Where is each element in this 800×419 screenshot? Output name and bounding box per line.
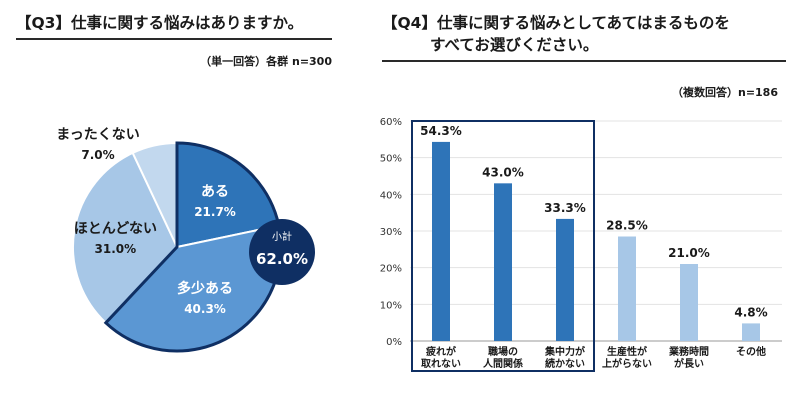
bar bbox=[742, 323, 760, 341]
pie-slice-value: 40.3% bbox=[184, 302, 226, 316]
bar-value-label: 28.5% bbox=[606, 219, 648, 233]
bar-value-label: 33.3% bbox=[544, 201, 586, 215]
y-tick-label: 20% bbox=[380, 264, 402, 275]
pie-labels: ある 21.7% 多少ある 40.3% ほとんどない 31.0% まったくない 7.0% bbox=[56, 127, 236, 316]
highlight-box bbox=[411, 120, 595, 372]
bar-value-label: 4.8% bbox=[734, 305, 767, 319]
q4-bar-chart: 0% 10% 20% 30% 40% 50% 60% 54.3% 43.0% 33.3% 28.5… bbox=[380, 117, 782, 372]
pie-slice-name: ある bbox=[201, 184, 229, 200]
subtotal-badge: 小計 62.0% bbox=[249, 219, 315, 285]
pie-slice-value: 21.7% bbox=[194, 205, 236, 219]
category-label: 業務時間 bbox=[668, 345, 709, 358]
y-tick-label: 50% bbox=[380, 154, 402, 165]
pie-slices bbox=[72, 141, 283, 353]
pie-slice-name: ほとんどない bbox=[74, 221, 157, 237]
bar-value-label: 43.0% bbox=[482, 165, 524, 179]
q3-title-rule bbox=[16, 38, 332, 40]
category-label: 生産性が bbox=[607, 345, 648, 358]
q4-title-rule bbox=[382, 60, 786, 62]
bars bbox=[432, 141, 760, 341]
bar-gridlines bbox=[410, 120, 782, 342]
q4-title-line2: すべてお選びください。 bbox=[430, 36, 599, 54]
category-label: 職場の bbox=[488, 345, 518, 358]
bar bbox=[680, 264, 698, 341]
value-labels: 54.3% 43.0% 33.3% 28.5% 21.0% 4.8% bbox=[420, 124, 767, 319]
category-label: 集中力が bbox=[544, 345, 586, 358]
bar bbox=[432, 141, 450, 341]
y-tick-label: 10% bbox=[380, 300, 402, 311]
q3-title: 【Q3】仕事に関する悩みはありますか。 bbox=[16, 14, 304, 32]
bar bbox=[556, 218, 574, 341]
category-label: が長い bbox=[674, 357, 704, 370]
bar-value-label: 54.3% bbox=[420, 124, 462, 138]
subtotal-circle bbox=[249, 219, 315, 285]
pie-slice-value: 31.0% bbox=[95, 242, 137, 256]
bar bbox=[494, 183, 512, 341]
subtotal-label: 小計 bbox=[272, 230, 292, 243]
category-label: 取れない bbox=[421, 358, 461, 370]
y-axis-ticks: 0% 10% 20% 30% 40% 50% 60% bbox=[380, 117, 402, 348]
category-label: 人間関係 bbox=[483, 357, 523, 370]
y-tick-label: 0% bbox=[386, 337, 402, 348]
q4-sample-note: （複数回答）n=186 bbox=[671, 86, 778, 99]
category-label: 続かない bbox=[545, 357, 585, 370]
category-label: 上がらない bbox=[602, 357, 652, 370]
subtotal-outline bbox=[103, 141, 283, 353]
y-tick-label: 40% bbox=[380, 190, 402, 201]
bar-value-label: 21.0% bbox=[668, 246, 710, 260]
pie-slice-name: まったくない bbox=[56, 127, 139, 143]
subtotal-value: 62.0% bbox=[256, 250, 308, 268]
pie-slice bbox=[72, 151, 179, 325]
q3-sample-note: （単一回答）各群 n=300 bbox=[200, 55, 332, 68]
category-label: 疲れが bbox=[426, 345, 457, 358]
q4-title-line1: 【Q4】仕事に関する悩みとしてあてはまるものを bbox=[382, 14, 730, 32]
y-tick-label: 60% bbox=[380, 117, 402, 128]
pie-slice-value: 7.0% bbox=[81, 148, 114, 162]
category-label: その他 bbox=[736, 345, 766, 358]
bar bbox=[618, 236, 636, 341]
y-tick-label: 30% bbox=[380, 227, 402, 238]
q3-pie-chart: ある 21.7% 多少ある 40.3% ほとんどない 31.0% まったくない 7.0% 小計… bbox=[56, 127, 315, 353]
pie-slice-name: 多少ある bbox=[177, 280, 233, 297]
